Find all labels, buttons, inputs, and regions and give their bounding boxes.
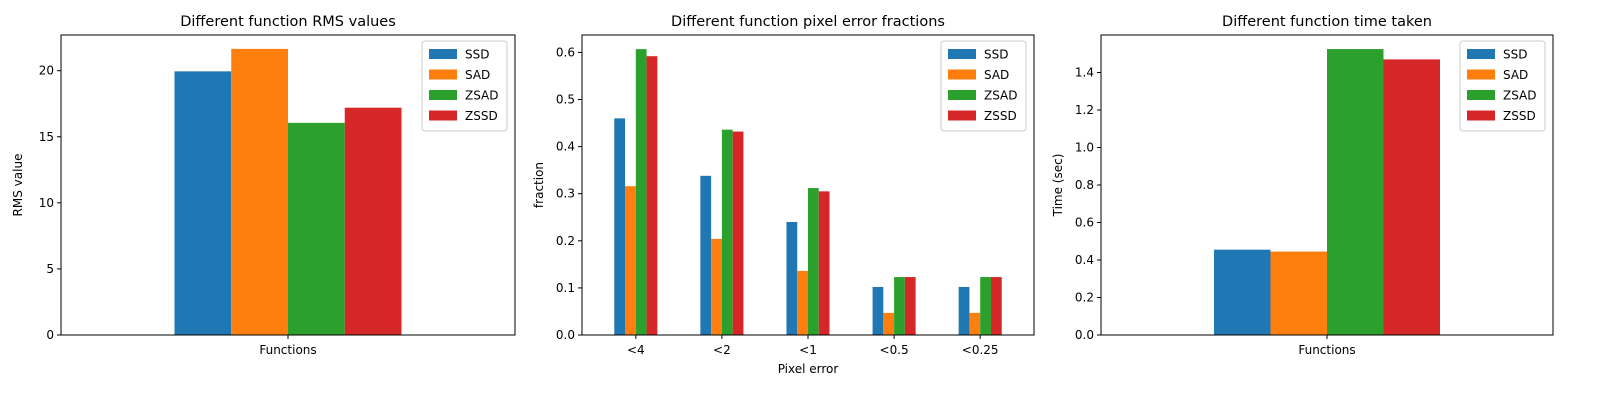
bar-zssd-1 [344, 107, 402, 335]
bar-sad-1 [1270, 251, 1327, 335]
x-tick-label: <4 [627, 343, 645, 357]
chart-1: 0 5 10 15 20 Functions Different function RMS … [11, 14, 516, 357]
legend-swatch-ssd [429, 49, 457, 59]
bar-sad-4 [883, 312, 895, 335]
x-tick-label: <0.5 [880, 343, 909, 357]
legend-label-zssd: ZSSD [984, 109, 1017, 123]
y-tick-label: 0.5 [556, 93, 575, 107]
x-tick-label: <0.25 [962, 343, 999, 357]
bar-ssd-5 [958, 286, 970, 335]
legend-swatch-zssd [1467, 110, 1495, 121]
x-tick-label: <2 [713, 343, 731, 357]
legend-swatch-sad [1467, 69, 1495, 80]
legend-label-zssd: ZSSD [1503, 109, 1536, 123]
y-tick-label: 0.6 [556, 45, 575, 59]
bar-sad-2 [711, 238, 722, 335]
bar-ssd-2 [700, 175, 712, 335]
y-tick-label: 5 [46, 262, 54, 276]
y-tick-label: 0.0 [1075, 328, 1094, 342]
y-tick-label: 1.2 [1075, 103, 1094, 117]
bar-sad-1 [625, 186, 636, 335]
bar-ssd-3 [786, 221, 798, 335]
bar-zssd-2 [732, 131, 744, 335]
bar-zssd-1 [646, 56, 658, 335]
legend-swatch-zsad [948, 90, 976, 100]
legend-swatch-zssd [429, 110, 457, 121]
x-tick-label: Functions [1298, 343, 1355, 357]
legend-swatch-sad [948, 69, 976, 80]
bar-sad-5 [969, 312, 981, 335]
legend-swatch-sad [429, 69, 457, 80]
bar-zssd-1 [1383, 59, 1440, 336]
legend-swatch-ssd [1467, 49, 1495, 59]
legend-label-zssd: ZSSD [465, 109, 498, 123]
bar-ssd-1 [1214, 249, 1271, 335]
bar-zsad-5 [980, 277, 991, 335]
bar-zsad-1 [1327, 49, 1384, 336]
y-tick-label: 0 [46, 328, 54, 342]
y-tick-label: 1.4 [1075, 66, 1094, 80]
legend-frame [1459, 40, 1546, 132]
bar-zssd-4 [904, 277, 916, 335]
y-tick-label: 0.4 [1075, 253, 1094, 267]
legend-label-zsad: ZSAD [465, 89, 499, 103]
legend-frame [421, 40, 508, 132]
y-tick-label: 0.0 [556, 328, 575, 342]
legend: SSD SAD ZSAD ZSSD [421, 40, 508, 132]
legend-label-zsad: ZSAD [1503, 89, 1537, 103]
chart-title: Different function time taken [1222, 14, 1432, 30]
y-tick-label: 10 [39, 196, 54, 210]
bar-sad-1 [231, 48, 288, 335]
y-axis-label: RMS value [11, 154, 25, 217]
legend-label-zsad: ZSAD [984, 89, 1018, 103]
y-tick-label: 0.3 [556, 187, 575, 201]
y-tick-label: 0.6 [1075, 216, 1094, 230]
chart-2: 0.0 0.1 0.2 0.3 0.4 0.5 0.6 <4 <2 <1 <0.5 <0.25 Diff… [532, 14, 1035, 376]
y-tick-label: 1.0 [1075, 141, 1094, 155]
bar-zsad-4 [894, 277, 905, 335]
x-axis-label: Pixel error [778, 362, 839, 376]
legend-label-ssd: SSD [1503, 48, 1527, 62]
y-tick-label: 0.4 [556, 140, 575, 154]
bar-ssd-4 [872, 286, 884, 335]
chart-3: 0.0 0.2 0.4 0.6 0.8 1.0 1.2 1.4 Functions Differe… [1051, 14, 1554, 357]
x-tick-label: Functions [259, 343, 316, 357]
y-axis-label: fraction [532, 162, 546, 208]
legend-label-sad: SAD [1503, 68, 1528, 82]
y-tick-label: 20 [39, 64, 54, 78]
y-tick-label: 0.2 [556, 234, 575, 248]
bar-ssd-1 [174, 71, 232, 335]
bar-zsad-3 [808, 188, 819, 335]
legend-swatch-ssd [948, 49, 976, 59]
legend-label-ssd: SSD [984, 48, 1008, 62]
y-axis-label: Time (sec) [1051, 154, 1065, 218]
bar-zsad-1 [288, 122, 345, 335]
bar-zssd-3 [818, 191, 830, 335]
bar-sad-3 [797, 270, 808, 335]
bar-zsad-1 [635, 49, 647, 335]
y-tick-label: 15 [39, 130, 54, 144]
bar-zsad-2 [721, 129, 733, 335]
y-tick-label: 0.8 [1075, 178, 1094, 192]
x-tick-label: <1 [799, 343, 817, 357]
legend-swatch-zsad [1467, 90, 1495, 100]
chart-title: Different function RMS values [180, 14, 396, 30]
bar-zssd-5 [990, 277, 1002, 335]
legend-swatch-zssd [948, 110, 976, 121]
bar-ssd-1 [614, 118, 626, 335]
legend: SSD SAD ZSAD ZSSD [940, 40, 1027, 132]
legend-label-sad: SAD [984, 68, 1009, 82]
legend-label-ssd: SSD [465, 48, 489, 62]
legend: SSD SAD ZSAD ZSSD [1459, 40, 1546, 132]
y-tick-label: 0.1 [556, 281, 575, 295]
legend-label-sad: SAD [465, 68, 490, 82]
y-tick-label: 0.2 [1075, 291, 1094, 305]
chart-title: Different function pixel error fractions [671, 14, 945, 30]
legend-frame [940, 40, 1027, 132]
legend-swatch-zsad [429, 90, 457, 100]
